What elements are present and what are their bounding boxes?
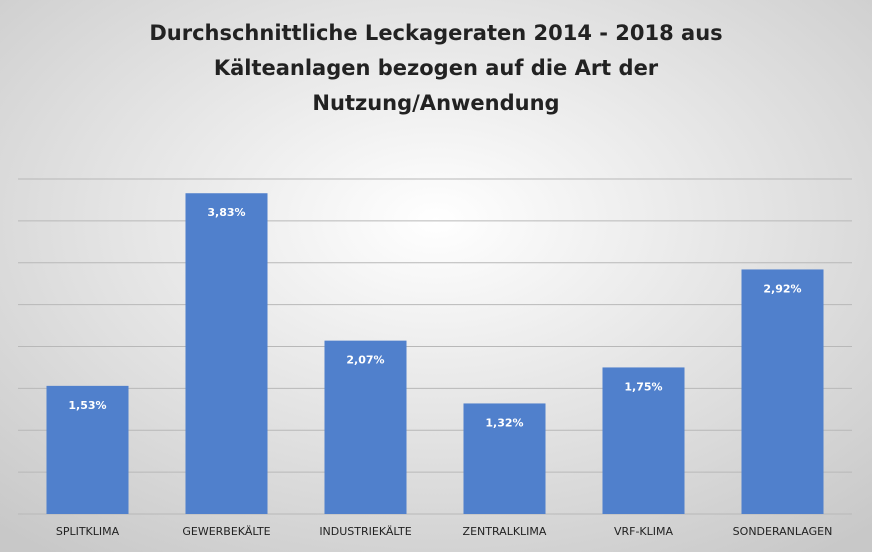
x-tick-label: VRF-KLIMA: [614, 525, 674, 538]
x-tick-label: SPLITKLIMA: [56, 525, 120, 538]
data-label: 1,53%: [68, 399, 106, 412]
data-label: 2,07%: [346, 354, 384, 367]
data-label: 3,83%: [207, 206, 245, 219]
x-tick-label: ZENTRALKLIMA: [463, 525, 547, 538]
x-tick-label: GEWERBEKÄLTE: [182, 525, 270, 538]
bar: [602, 367, 685, 514]
bar: [185, 193, 268, 515]
bar: [46, 385, 129, 514]
data-label: 1,32%: [485, 416, 523, 429]
chart-title: Nutzung/Anwendung: [312, 91, 559, 115]
chart-title: Kälteanlagen bezogen auf die Art der: [214, 56, 659, 80]
bar: [741, 269, 824, 514]
chart-title: Durchschnittliche Leckageraten 2014 - 20…: [149, 21, 722, 45]
data-label: 2,92%: [763, 282, 801, 295]
bar: [324, 340, 407, 514]
x-tick-label: INDUSTRIEKÄLTE: [319, 525, 411, 538]
x-tick-label: SONDERANLAGEN: [733, 525, 833, 538]
data-label: 1,75%: [624, 380, 662, 393]
bar: [463, 403, 546, 514]
